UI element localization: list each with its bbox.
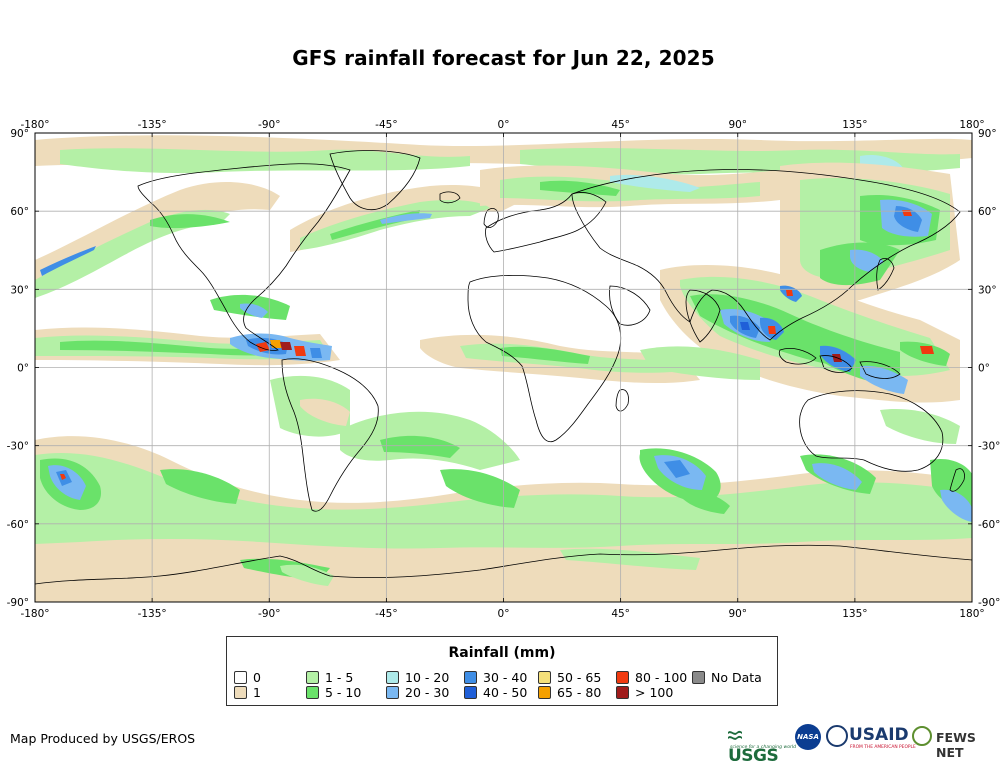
y-tick-label-right: 90° (978, 128, 997, 140)
x-tick-label-bottom: 180° (959, 608, 984, 620)
x-tick-label-bottom: 0° (498, 608, 510, 620)
usaid-wordmark: USAID (849, 725, 909, 745)
legend-item: > 100 (616, 686, 673, 700)
x-tick-label-bottom: 45° (611, 608, 630, 620)
legend-label: 50 - 65 (557, 670, 602, 685)
x-tick-label-bottom: 90° (728, 608, 747, 620)
usgs-waves-icon (728, 730, 742, 740)
legend-swatch (538, 686, 551, 699)
legend-item: 5 - 10 (306, 686, 361, 700)
credit-text: Map Produced by USGS/EROS (10, 731, 196, 746)
legend-label: 1 (253, 685, 261, 700)
legend-swatch (616, 671, 629, 684)
legend-label: 5 - 10 (325, 685, 362, 700)
x-tick-label-top: -135° (138, 119, 167, 131)
legend-label: 30 - 40 (483, 670, 528, 685)
legend-swatch (306, 686, 319, 699)
x-tick-label-top: -90° (258, 119, 280, 131)
precipitation-layer (35, 135, 972, 602)
fews-globe-icon (912, 726, 932, 746)
y-tick-label-left: 30° (10, 284, 29, 296)
legend-item: 1 - 5 (306, 671, 353, 685)
legend-item: 50 - 65 (538, 671, 601, 685)
x-tick-label-top: 135° (842, 119, 867, 131)
map-title: GFS rainfall forecast for Jun 22, 2025 (292, 46, 715, 70)
y-tick-label-right: 30° (978, 284, 997, 296)
legend-swatch (464, 686, 477, 699)
nasa-logo: NASA (795, 724, 821, 750)
x-tick-label-top: -45° (375, 119, 397, 131)
y-tick-label-left: -30° (7, 441, 29, 453)
fews-net-wordmark: FEWS NET (936, 730, 976, 760)
usaid-seal-icon (826, 725, 848, 747)
legend-swatch (306, 671, 319, 684)
y-tick-label-left: 60° (10, 206, 29, 218)
usaid-tagline: FROM THE AMERICAN PEOPLE (850, 745, 916, 750)
legend-item: 65 - 80 (538, 686, 601, 700)
graticule (35, 133, 972, 602)
legend-swatch (538, 671, 551, 684)
y-tick-label-left: 0° (17, 363, 29, 375)
legend-item: 1 (234, 686, 261, 700)
legend-item: 80 - 100 (616, 671, 687, 685)
legend-label: 80 - 100 (635, 670, 688, 685)
y-tick-label-right: 0° (978, 363, 990, 375)
legend-item: No Data (692, 671, 762, 685)
legend-swatch (692, 671, 705, 684)
y-tick-label-left: -90° (7, 597, 29, 609)
legend-label: 10 - 20 (405, 670, 450, 685)
legend-swatch (386, 671, 399, 684)
legend-label: 20 - 30 (405, 685, 450, 700)
legend-swatch (386, 686, 399, 699)
usgs-tagline: science for a changing world (730, 745, 797, 750)
y-tick-label-left: -60° (7, 519, 29, 531)
legend-label: No Data (711, 670, 762, 685)
legend-swatch (234, 671, 247, 684)
legend-label: 0 (253, 670, 261, 685)
legend-label: > 100 (635, 685, 674, 700)
legend-swatch (234, 686, 247, 699)
y-tick-label-right: -30° (978, 441, 1000, 453)
y-tick-label-left: 90° (10, 128, 29, 140)
legend-label: 65 - 80 (557, 685, 602, 700)
y-tick-label-right: -60° (978, 519, 1000, 531)
x-tick-label-top: 0° (498, 119, 510, 131)
x-tick-label-bottom: 135° (842, 608, 867, 620)
x-tick-label-bottom: -45° (375, 608, 397, 620)
legend-item: 10 - 20 (386, 671, 449, 685)
x-tick-label-bottom: -180° (20, 608, 49, 620)
x-tick-label-bottom: -90° (258, 608, 280, 620)
x-tick-label-top: -180° (20, 119, 49, 131)
legend-swatch (464, 671, 477, 684)
legend-label: 1 - 5 (325, 670, 354, 685)
legend-item: 40 - 50 (464, 686, 527, 700)
legend-swatch (616, 686, 629, 699)
x-tick-label-top: 45° (611, 119, 630, 131)
y-tick-label-right: -90° (978, 597, 1000, 609)
legend-label: 40 - 50 (483, 685, 528, 700)
rainfall-map: -180° -180° -135° -135° -90° -90° -45° -45° 0° 0°… (7, 119, 1001, 620)
x-tick-label-top: 180° (959, 119, 984, 131)
y-tick-label-right: 60° (978, 206, 997, 218)
x-tick-label-top: 90° (728, 119, 747, 131)
legend-item: 30 - 40 (464, 671, 527, 685)
legend-item: 20 - 30 (386, 686, 449, 700)
legend-item: 0 (234, 671, 261, 685)
land-outlines (35, 150, 972, 585)
axis-ticks: -180° -180° -135° -135° -90° -90° -45° -45° 0° 0°… (7, 119, 1001, 620)
legend-title: Rainfall (mm) (448, 645, 556, 661)
x-tick-label-bottom: -135° (138, 608, 167, 620)
